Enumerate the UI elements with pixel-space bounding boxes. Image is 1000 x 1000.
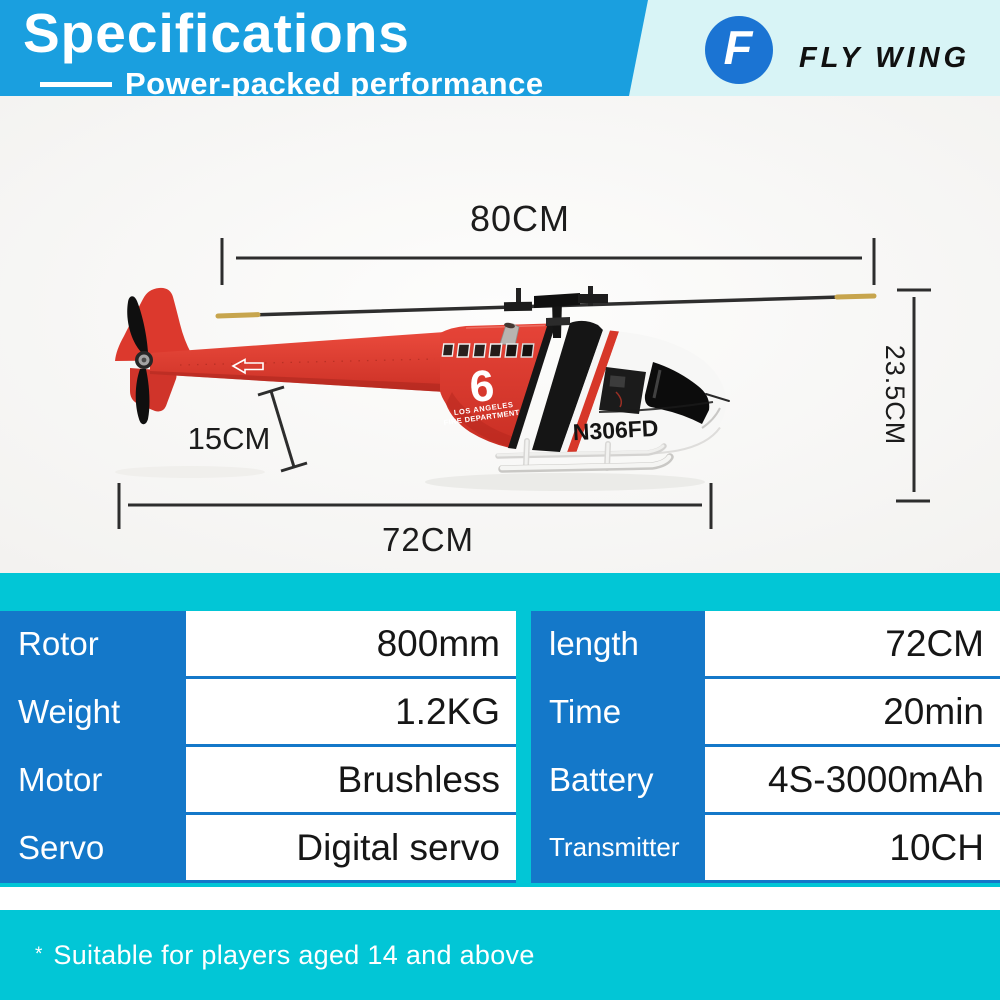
table-row: Weight 1.2KG [0,679,516,747]
spec-label-motor: Motor [0,747,186,812]
spec-value-motor: Brushless [186,747,516,812]
thin-black-stripe [508,323,556,449]
spec-table-left-column: Rotor 800mm Weight 1.2KG Motor Brushless… [0,611,516,883]
boom-rivet-line [179,358,436,366]
windshield-gloss [652,369,662,399]
pitot-tube [705,393,730,402]
table-row: Motor Brushless [0,747,516,815]
tail-number-decal: 6 [468,361,496,412]
arrow-decal-icon [231,358,264,375]
spec-value-time: 20min [705,679,1000,744]
fuselage: 6 LOS ANGELES FIRE DEPARTMENT N306FD [440,320,730,456]
tail-assembly [115,287,445,425]
dimension-body-length-label: 72CM [382,521,474,558]
dimension-rotor-span: 80CM [220,198,876,285]
dimension-tail-height: 15CM [188,385,308,473]
table-row: Rotor 800mm [0,611,516,679]
landing-skids [495,438,674,473]
dimension-height-label: 23.5CM [880,345,910,446]
tail-rotor-blade-lower [135,369,150,425]
page-subtitle: Power-packed performance [125,66,544,101]
spec-label-battery: Battery [531,747,705,812]
tail-boom-shading [150,371,445,392]
spec-value-rotor: 800mm [186,611,516,676]
red-body-shading [446,392,514,447]
spec-table-right-column: length 72CM Time 20min Battery 4S-3000mA… [531,611,1000,883]
spec-value-length: 72CM [705,611,1000,676]
table-row: Servo Digital servo [0,815,516,883]
dimension-height: 23.5CM [880,288,931,503]
nose-seam [701,407,721,429]
product-photo-area: 6 LOS ANGELES FIRE DEPARTMENT N306FD [0,96,1000,573]
rotor-head [503,286,608,338]
upper-tail-fin [115,287,193,361]
table-column-gap [516,611,531,883]
dimension-tail-height-label: 15CM [188,421,271,456]
asterisk-icon: * [35,944,43,965]
dimension-body-length: 72CM [117,483,713,558]
window-row [441,343,535,358]
subtitle-row: Power-packed performance [40,66,544,101]
dimension-rotor-span-label: 80CM [470,198,570,239]
table-row: Time 20min [531,679,1000,747]
spec-label-length: length [531,611,705,676]
age-note: Suitable for players aged 14 and above [53,939,535,970]
spec-value-servo: Digital servo [186,815,516,880]
red-pinstripe [567,330,619,454]
footer-band: * Suitable for players aged 14 and above [0,910,1000,1000]
door-window [599,367,646,414]
table-row: Transmitter 10CH [531,815,1000,883]
spec-value-transmitter: 10CH [705,815,1000,880]
spec-label-rotor: Rotor [0,611,186,676]
spec-label-transmitter: Transmitter [531,815,705,880]
helicopter-shadow [425,473,705,491]
tail-rotor-hub-center [141,357,147,363]
registration-decal: N306FD [572,415,659,445]
page-title: Specifications [23,2,410,64]
interior-electronics [609,375,626,388]
side-trim-stripe [598,401,714,413]
spec-table: Rotor 800mm Weight 1.2KG Motor Brushless… [0,611,1000,883]
table-row: length 72CM [531,611,1000,679]
interior-wire [615,391,623,408]
exhaust-opening [504,322,515,329]
subtitle-dash [40,81,112,87]
tail-rotor-blade-upper [127,296,148,352]
white-divider-band [0,887,1000,910]
white-pinstripe [560,330,610,453]
spec-label-servo: Servo [0,815,186,880]
header-banner: Specifications Power-packed performance … [0,0,1000,96]
helicopter-diagram: 6 LOS ANGELES FIRE DEPARTMENT N306FD [0,96,1000,573]
spec-label-time: Time [531,679,705,744]
spec-label-weight: Weight [0,679,186,744]
brand-logo-letter: F [723,20,753,74]
brand-name: FLY WING [799,42,971,74]
table-row: Battery 4S-3000mAh [531,747,1000,815]
header-blue-ribbon: Specifications Power-packed performance [0,0,648,96]
spec-value-weight: 1.2KG [186,679,516,744]
tail-shadow [115,466,265,478]
brand-logo-icon: F [705,16,773,84]
spec-section: Rotor 800mm Weight 1.2KG Motor Brushless… [0,573,1000,887]
spec-value-battery: 4S-3000mAh [705,747,1000,812]
black-band [532,320,603,452]
